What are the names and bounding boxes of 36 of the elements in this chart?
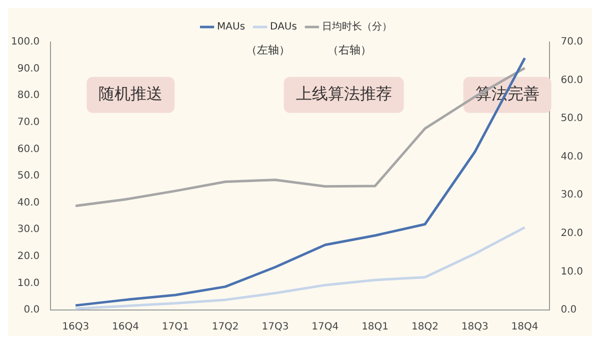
y-tick-label: 60.0 [17,144,40,155]
x-tick-label: 18Q1 [362,322,389,333]
y-tick-label: 0.0 [24,304,40,316]
legend-label: MAUs [217,22,246,33]
y2-tick-label: 40.0 [560,151,583,162]
y-tick-label: 70.0 [17,116,40,128]
x-tick-label: 18Q3 [461,322,488,333]
x-tick-label: 17Q1 [162,322,189,333]
annotation: 随机推送 [98,84,163,104]
y-tick-label: 100.0 [10,36,40,48]
y-tick-label: 30.0 [17,224,40,236]
y-tick-label: 90.0 [17,63,40,74]
y2-tick-label: 50.0 [560,113,583,124]
annotation: （右轴） [328,44,372,56]
y2-tick-label: 10.0 [560,266,583,278]
y2-tick-label: 0.0 [560,304,577,316]
y-tick-label: 20.0 [17,250,40,262]
y-tick-label: 50.0 [17,170,40,182]
y2-tick-label: 30.0 [560,190,583,201]
y-tick-label: 80.0 [17,90,40,102]
annotation: （左轴） [246,44,290,56]
x-tick-label: 16Q3 [62,322,90,333]
x-tick-label: 16Q4 [112,322,139,333]
x-tick-label: 17Q2 [212,322,239,333]
legend-label: 日均时长（分） [322,20,392,33]
y-tick-label: 40.0 [17,197,40,208]
y2-tick-label: 70.0 [560,36,583,48]
x-tick-label: 17Q4 [312,322,339,333]
annotation: 上线算法推荐 [296,84,392,104]
y2-tick-label: 60.0 [560,74,583,86]
y2-tick-label: 20.0 [560,228,583,240]
x-tick-label: 18Q4 [511,322,538,333]
x-tick-label: 18Q2 [411,322,438,333]
y-tick-label: 10.0 [17,278,40,289]
x-tick-label: 17Q3 [262,322,289,333]
legend-label: DAUs [270,22,297,33]
